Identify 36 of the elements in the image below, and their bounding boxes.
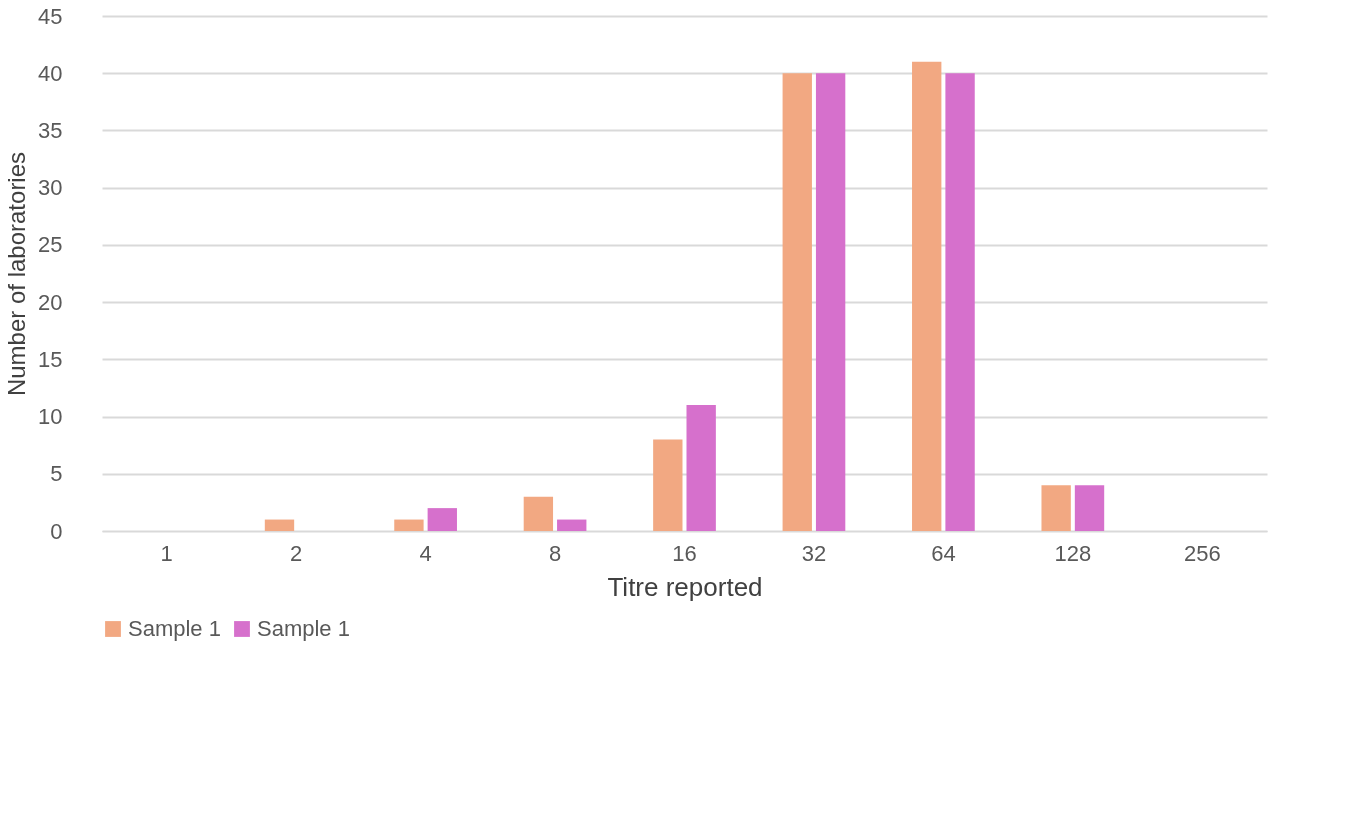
y-tick-label: 40 <box>38 60 63 86</box>
bar <box>264 519 295 531</box>
x-tick-label: 4 <box>419 540 432 566</box>
y-tick-label: 45 <box>38 3 63 29</box>
bar <box>394 519 424 531</box>
x-tick-label: 128 <box>1054 540 1092 566</box>
legend-label: Sample 1 <box>128 616 221 641</box>
bar <box>945 73 975 531</box>
y-axis-title: Number of laboratories <box>3 151 31 397</box>
bar <box>653 439 683 531</box>
x-tick-label: 1 <box>160 540 173 566</box>
x-tick-label: 2 <box>290 540 303 566</box>
y-tick-label: 10 <box>38 404 63 430</box>
bar <box>782 73 812 531</box>
bar <box>427 508 457 531</box>
y-tick-label: 25 <box>38 232 63 258</box>
legend-label: Sample 1 <box>257 616 350 641</box>
x-axis-title: Titre reported <box>607 571 763 602</box>
y-tick-label: 20 <box>38 289 63 315</box>
y-tick-label: 5 <box>50 461 63 487</box>
x-tick-label: 32 <box>801 540 827 566</box>
bar <box>1041 485 1071 531</box>
y-tick-label: 35 <box>38 117 63 143</box>
y-tick-label: 30 <box>38 175 63 201</box>
bar <box>912 61 942 531</box>
x-tick-label: 8 <box>548 540 562 566</box>
bar <box>557 519 587 531</box>
y-tick-label: 15 <box>38 346 63 372</box>
x-tick-label: 64 <box>931 540 956 566</box>
x-tick-label: 256 <box>1183 540 1221 566</box>
bar <box>1074 485 1105 531</box>
x-tick-label: 16 <box>672 540 697 566</box>
bar <box>815 73 846 531</box>
bar <box>523 496 554 531</box>
bar <box>686 405 716 531</box>
y-tick-label: 0 <box>50 518 63 544</box>
